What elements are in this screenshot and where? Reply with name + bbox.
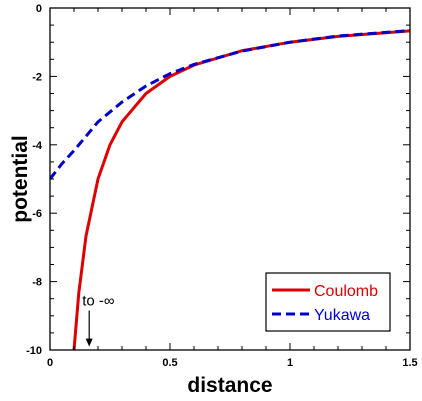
ticks-layer [49, 7, 411, 351]
y-tick-label: -10 [26, 345, 42, 357]
x-tick-label: 0.5 [162, 357, 177, 369]
x-tick-label: 1 [287, 357, 293, 369]
annotation-arrowhead [85, 338, 93, 347]
annotation-text: to -∞ [82, 293, 115, 310]
legend-label-coulomb: Coulomb [314, 283, 378, 300]
curves-layer [50, 29, 410, 350]
legend-box [265, 272, 391, 332]
legend-label-yukawa: Yukawa [314, 307, 370, 324]
annotation-layer: to -∞ [82, 293, 115, 347]
y-tick-label: 0 [36, 3, 42, 15]
y-tick-label: -8 [32, 277, 42, 289]
x-tick-label: 1.5 [402, 357, 417, 369]
tick-labels-layer: 0 0.5 1 1.5 0 -2 -4 -6 -8 -10 [26, 3, 418, 369]
x-axis-title: distance [187, 374, 272, 397]
series-line-yukawa [50, 29, 410, 180]
y-tick-label: -6 [32, 208, 42, 220]
y-tick-label: -2 [32, 71, 42, 83]
x-tick-label: 0 [47, 357, 53, 369]
y-tick-label: -4 [32, 140, 43, 152]
legend: Coulomb Yukawa [265, 272, 391, 332]
y-axis-title: potential [9, 135, 32, 223]
